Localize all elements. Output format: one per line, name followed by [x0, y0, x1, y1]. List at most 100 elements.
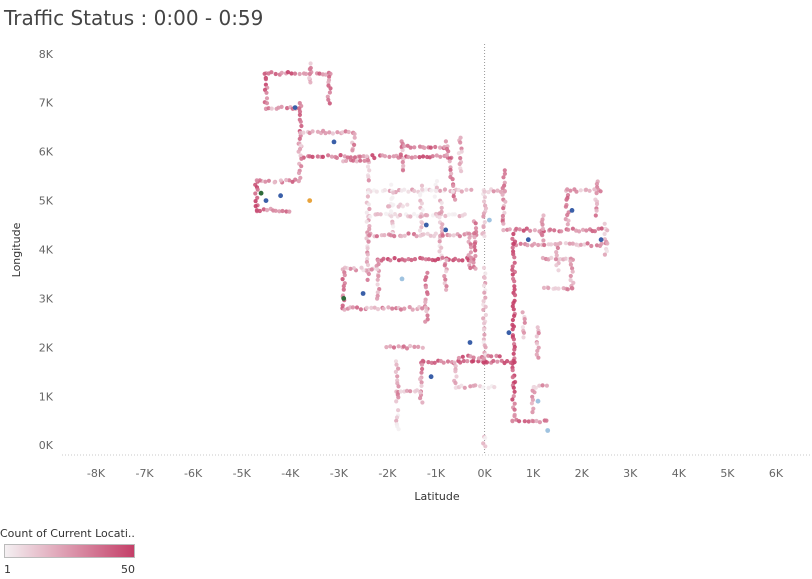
- y-axis-title: Longitude: [10, 222, 23, 277]
- data-point: [522, 320, 527, 325]
- highlight-point: [569, 208, 575, 213]
- data-point: [556, 268, 561, 273]
- data-point: [512, 347, 517, 352]
- data-point: [361, 154, 366, 159]
- highlight-point: [307, 198, 313, 204]
- data-point: [423, 305, 428, 310]
- data-point: [398, 389, 403, 394]
- data-point: [299, 123, 304, 129]
- data-point: [453, 256, 458, 261]
- data-point: [605, 228, 610, 233]
- data-point: [420, 187, 425, 192]
- data-point: [404, 346, 410, 351]
- data-point: [534, 418, 539, 424]
- data-point: [461, 358, 466, 364]
- data-point: [568, 262, 574, 267]
- data-point: [327, 130, 332, 135]
- data-point: [396, 366, 401, 371]
- data-point: [497, 354, 502, 359]
- data-point: [540, 222, 545, 227]
- data-point: [396, 344, 401, 349]
- data-point: [566, 218, 571, 223]
- data-point: [420, 256, 425, 261]
- data-point: [500, 186, 505, 191]
- data-point: [285, 106, 290, 111]
- data-point: [472, 241, 477, 246]
- data-point: [439, 205, 444, 210]
- data-point: [372, 305, 377, 310]
- data-point: [459, 189, 464, 194]
- data-point: [402, 306, 407, 311]
- data-point: [420, 345, 425, 350]
- data-point: [559, 229, 564, 234]
- data-point: [458, 360, 463, 365]
- data-point: [338, 153, 343, 158]
- data-point: [570, 241, 575, 246]
- data-point: [266, 106, 271, 111]
- data-point: [418, 193, 423, 198]
- data-point: [486, 190, 491, 195]
- data-point: [532, 241, 537, 246]
- data-point: [578, 188, 583, 193]
- data-point: [446, 212, 451, 217]
- highlight-point: [292, 105, 298, 110]
- data-point: [468, 265, 473, 271]
- color-legend-min-label: 1: [4, 563, 11, 576]
- y-tick-label: 2K: [39, 341, 54, 354]
- data-point: [345, 155, 350, 160]
- data-point: [552, 228, 557, 233]
- highlight-point: [331, 139, 337, 145]
- data-point: [412, 257, 418, 262]
- data-point: [375, 277, 380, 282]
- data-point: [535, 348, 540, 353]
- x-tick-label: -8K: [87, 467, 106, 480]
- data-point: [512, 287, 517, 292]
- data-point: [563, 241, 569, 246]
- data-point: [451, 194, 456, 199]
- data-point: [326, 97, 331, 102]
- data-point: [563, 256, 568, 261]
- data-point: [510, 419, 515, 424]
- data-point: [570, 269, 575, 274]
- data-point: [346, 129, 351, 135]
- data-point: [401, 163, 406, 168]
- data-point: [481, 224, 486, 230]
- data-point: [495, 359, 500, 364]
- data-point: [404, 388, 410, 393]
- data-point: [428, 233, 433, 238]
- data-point: [374, 234, 379, 239]
- data-point: [460, 354, 465, 359]
- data-point: [401, 156, 406, 161]
- data-point: [378, 212, 383, 217]
- data-point: [580, 227, 586, 232]
- data-point: [512, 293, 518, 298]
- data-point: [388, 258, 393, 263]
- data-point: [334, 155, 339, 160]
- data-point: [419, 183, 425, 188]
- data-point: [299, 156, 304, 161]
- data-point: [482, 234, 487, 239]
- data-point: [446, 149, 451, 154]
- data-point: [412, 211, 417, 217]
- data-point: [510, 245, 515, 250]
- data-point: [531, 406, 536, 411]
- data-point: [491, 358, 496, 364]
- data-point: [351, 158, 356, 163]
- data-point: [530, 397, 536, 402]
- data-point: [424, 187, 429, 192]
- color-legend-gradient: [4, 544, 135, 558]
- data-point: [365, 262, 371, 268]
- data-point: [400, 148, 405, 153]
- data-point: [537, 383, 542, 388]
- data-point: [428, 145, 433, 150]
- data-point: [418, 396, 423, 401]
- data-point: [472, 235, 477, 240]
- data-point: [522, 317, 527, 322]
- data-point: [407, 305, 412, 310]
- data-point: [352, 135, 357, 140]
- data-point: [367, 168, 372, 173]
- highlight-point: [487, 217, 492, 223]
- data-point: [263, 77, 268, 82]
- data-point: [398, 307, 404, 312]
- data-point: [364, 305, 369, 310]
